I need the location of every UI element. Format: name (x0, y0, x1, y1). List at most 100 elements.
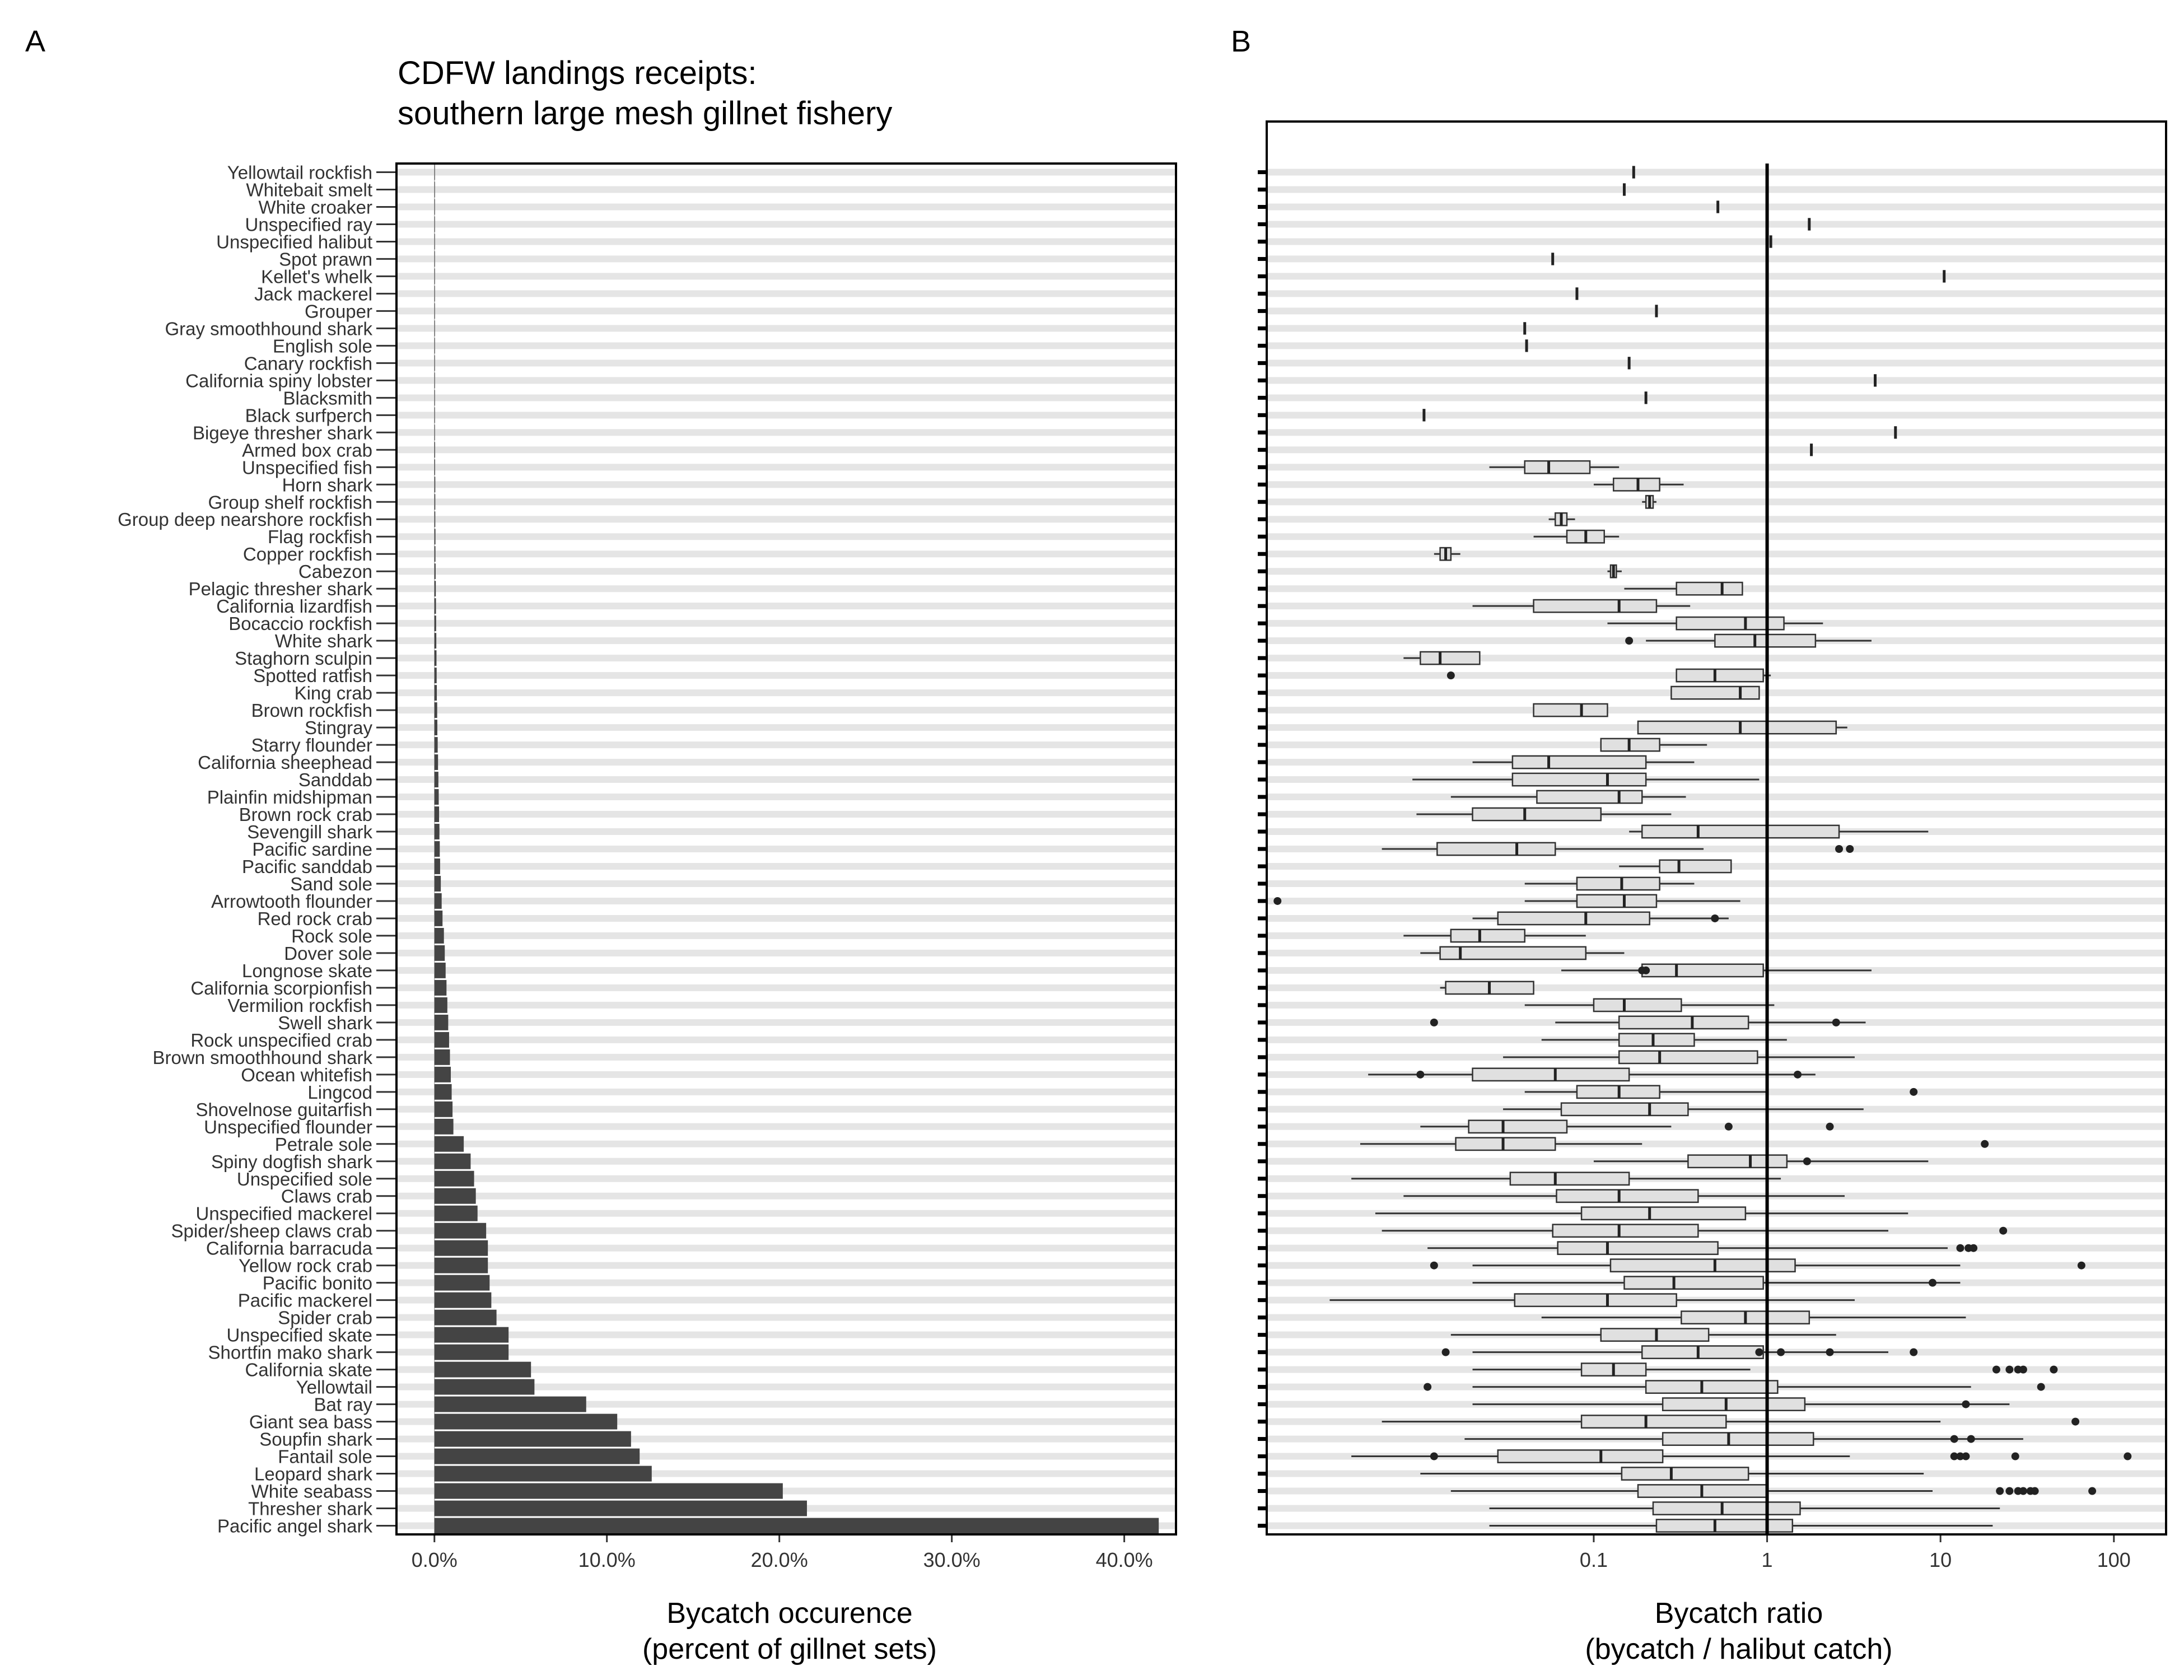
outlier-fantail-sole-0 (1430, 1452, 1438, 1460)
outlier-soupfin-shark-1 (1967, 1435, 1975, 1443)
box-flag-rockfish (1533, 529, 1620, 544)
x-tick-label-b-0: 0.1 (1580, 1548, 1608, 1571)
outlier-yellow-rock-crab-0 (1430, 1261, 1438, 1270)
iqr-rock-sole (1450, 928, 1525, 943)
bar-stingray (434, 720, 437, 736)
bar-copper-rockfish (434, 546, 436, 562)
iqr-claws-crab (1556, 1189, 1699, 1203)
box-california-scorpionfish (1440, 981, 1534, 995)
iqr-sand-sole (1576, 876, 1660, 891)
bar-vermilion-rockfish (434, 997, 447, 1013)
y-tick-label-unspecified-ray: Unspecified ray (245, 214, 373, 235)
iqr-bocaccio-rockfish (1676, 616, 1785, 631)
iqr-unspecified-flounder (1468, 1119, 1568, 1134)
box-fantail-sole (1351, 1449, 2132, 1463)
bar-horn-shark (434, 477, 436, 493)
iqr-california-lizardfish (1533, 599, 1658, 613)
box-brown-rock-crab (1416, 807, 1672, 822)
plot-frame-b (1266, 120, 2167, 1536)
iqr-sevengill-shark (1641, 824, 1840, 839)
box-sanddab (1412, 772, 1760, 787)
y-tick-label-canary-rockfish: Canary rockfish (244, 353, 372, 374)
iqr-brown-rockfish (1533, 703, 1608, 717)
outlier-shortfin-mako-shark-3 (1826, 1348, 1834, 1356)
panel-a: A CDFW landings receipts: southern large… (25, 25, 1177, 1665)
box-spiny-dogfish-shark (1593, 1154, 1929, 1169)
box-group-shelf-rockfish (1642, 494, 1656, 509)
bar-brown-smoothhound-shark (434, 1049, 450, 1065)
box-horn-shark (1593, 477, 1684, 492)
iqr-longnose-skate (1641, 963, 1764, 978)
outlier-california-skate-1 (2005, 1365, 2014, 1374)
bar-ocean-whitefish (434, 1066, 451, 1082)
iqr-vermilion-rockfish (1593, 998, 1682, 1012)
box-rock-sole (1403, 928, 1586, 943)
y-tick-label-armed-box-crab: Armed box crab (242, 440, 372, 460)
bar-spotted-ratfish (434, 668, 437, 684)
outlier-fantail-sole-1 (1950, 1452, 1958, 1460)
iqr-petrale-sole (1455, 1137, 1556, 1151)
outlier-fantail-sole-4 (2011, 1452, 2019, 1460)
box-dover-sole (1420, 946, 1625, 960)
outlier-fantail-sole-2 (1956, 1452, 1964, 1460)
y-tick-label-spotted-ratfish: Spotted ratfish (253, 665, 372, 686)
y-tick-label-white-shark: White shark (275, 631, 373, 651)
box-soupfin-shark (1464, 1432, 2023, 1446)
y-tick-label-blacksmith: Blacksmith (283, 388, 372, 408)
y-tick-label-sevengill-shark: Sevengill shark (247, 822, 372, 842)
bar-soupfin-shark (434, 1431, 631, 1447)
iqr-thresher-shark (1652, 1501, 1801, 1515)
bar-cabezon (434, 563, 436, 580)
y-tick-label-rock-sole: Rock sole (291, 926, 372, 946)
y-tick-label-whitebait-smelt: Whitebait smelt (246, 179, 372, 200)
bar-california-barracuda (434, 1240, 488, 1256)
y-tick-label-bigeye-thresher-shark: Bigeye thresher shark (193, 422, 372, 443)
bar-petrale-sole (434, 1136, 464, 1152)
y-tick-label-stingray: Stingray (305, 717, 373, 738)
iqr-california-sheephead (1511, 755, 1647, 769)
iqr-unspecified-skate (1600, 1328, 1710, 1342)
x-tick-label-a-1: 10.0% (578, 1548, 636, 1571)
bar-longnose-skate (434, 962, 446, 978)
iqr-pacific-mackerel (1514, 1293, 1677, 1308)
y-tick-label-unspecified-sole: Unspecified sole (237, 1169, 372, 1189)
bar-california-sheephead (434, 754, 438, 771)
y-tick-label-pacific-angel-shark: Pacific angel shark (217, 1516, 372, 1537)
y-tick-label-pacific-mackerel: Pacific mackerel (238, 1290, 372, 1311)
iqr-rock-unspecified-crab (1618, 1033, 1695, 1047)
box-rock-unspecified-crab (1541, 1033, 1787, 1047)
outlier-pacific-bonito-0 (1929, 1278, 1937, 1287)
y-tick-label-lingcod: Lingcod (307, 1082, 372, 1103)
outlier-spider-sheep-claws-crab-0 (1999, 1226, 2008, 1235)
y-tick-label-kellet-s-whelk: Kellet's whelk (261, 266, 372, 287)
outlier-yellowtail-0 (1424, 1383, 1432, 1391)
iqr-leopard-shark (1621, 1467, 1749, 1481)
x-tick-label-a-0: 0.0% (412, 1548, 458, 1571)
y-tick-label-yellowtail-rockfish: Yellowtail rockfish (227, 162, 372, 183)
y-tick-label-red-rock-crab: Red rock crab (258, 908, 372, 929)
bar-fantail-sole (434, 1448, 640, 1464)
y-tick-label-king-crab: King crab (295, 683, 372, 703)
bar-spider-crab (434, 1309, 497, 1326)
box-spider-sheep-claws-crab (1382, 1224, 2008, 1238)
outlier-giant-sea-bass-0 (2071, 1417, 2080, 1426)
y-tick-label-copper-rockfish: Copper rockfish (243, 544, 372, 564)
box-pacific-bonito (1472, 1276, 1961, 1290)
iqr-soupfin-shark (1662, 1432, 1814, 1446)
panel-a-title-line1: CDFW landings receipts: (398, 55, 757, 91)
x-tick-label-b-3: 100 (2097, 1548, 2131, 1571)
bar-shovelnose-guitarfish (434, 1101, 453, 1117)
box-yellow-rock-crab (1430, 1258, 2085, 1273)
panel-a-frame (395, 162, 1177, 1536)
box-leopard-shark (1420, 1467, 1924, 1481)
y-tick-label-gray-smoothhound-shark: Gray smoothhound shark (165, 318, 372, 339)
y-tick-label-shortfin-mako-shark: Shortfin mako shark (208, 1342, 373, 1363)
iqr-spotted-ratfish (1676, 668, 1764, 683)
bar-flag-rockfish (434, 529, 436, 545)
iqr-white-shark (1714, 633, 1817, 648)
panel-a-grid (396, 164, 1176, 1534)
box-petrale-sole (1360, 1137, 1989, 1151)
outlier-shortfin-mako-shark-0 (1441, 1348, 1450, 1356)
bar-leopard-shark (434, 1466, 652, 1482)
y-tick-label-horn-shark: Horn shark (282, 474, 373, 495)
